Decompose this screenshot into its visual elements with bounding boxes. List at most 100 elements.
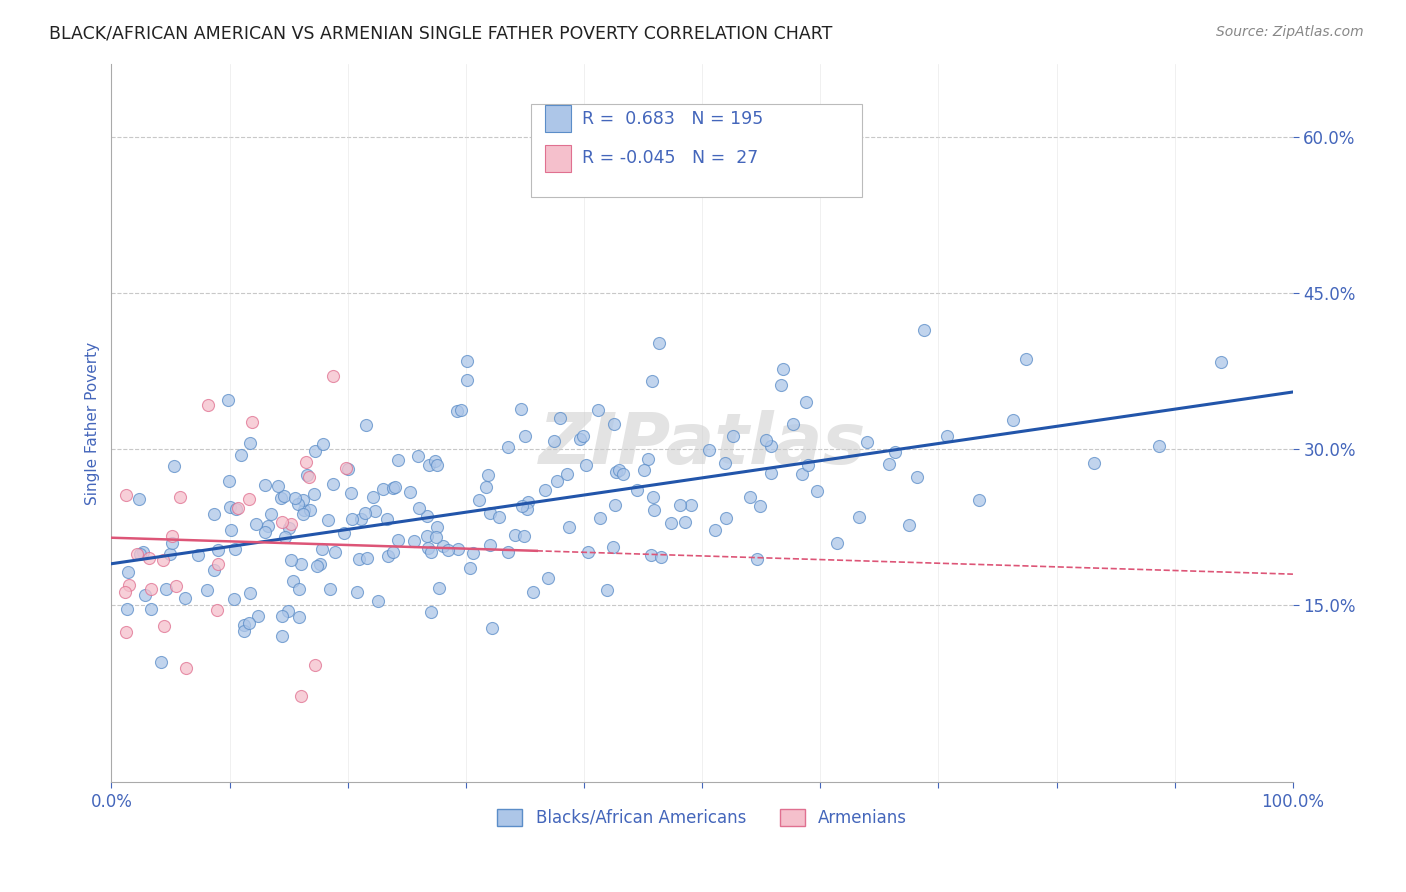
Point [290, 690, 312, 704]
Point [640, 549, 662, 563]
Point [155, 582, 177, 596]
Point [298, 470, 321, 484]
Point [114, 585, 136, 599]
Point [356, 551, 378, 566]
Point [668, 498, 690, 512]
Point [437, 543, 460, 558]
Point [546, 475, 568, 489]
Point [626, 483, 648, 497]
Point [287, 498, 309, 512]
Point [224, 591, 246, 606]
Point [239, 585, 262, 599]
Point [967, 492, 990, 507]
Point [1209, 355, 1232, 369]
Point [607, 463, 630, 477]
Point [304, 657, 326, 672]
Point [340, 486, 363, 500]
Point [233, 624, 256, 639]
Point [650, 550, 672, 565]
Point [643, 490, 665, 504]
Point [659, 516, 682, 530]
Point [534, 483, 557, 497]
Point [280, 553, 302, 567]
Point [612, 467, 634, 481]
Point [336, 462, 359, 476]
Point [361, 491, 384, 505]
Point [605, 465, 627, 479]
Point [239, 436, 262, 450]
Point [117, 578, 139, 592]
Point [288, 582, 311, 596]
Point [354, 418, 377, 433]
Point [134, 589, 156, 603]
Point [132, 545, 155, 559]
Point [281, 574, 304, 588]
Point [537, 571, 560, 585]
Point [284, 491, 307, 506]
Point [138, 550, 160, 565]
Point [419, 545, 441, 559]
Point [755, 434, 778, 448]
Point [375, 512, 398, 526]
Point [238, 615, 260, 630]
Point [571, 429, 593, 443]
Point [312, 437, 335, 451]
Point [498, 545, 520, 559]
Point [274, 530, 297, 544]
Point [387, 533, 409, 547]
Point [447, 542, 470, 557]
Point [304, 444, 326, 458]
Point [1014, 351, 1036, 366]
Point [423, 454, 446, 468]
Point [141, 602, 163, 616]
Point [280, 516, 302, 531]
Point [512, 528, 534, 542]
Point [510, 401, 533, 416]
Point [738, 491, 761, 505]
Text: BLACK/AFRICAN AMERICAN VS ARMENIAN SINGLE FATHER POVERTY CORRELATION CHART: BLACK/AFRICAN AMERICAN VS ARMENIAN SINGL… [49, 25, 832, 43]
Point [377, 549, 399, 563]
FancyBboxPatch shape [546, 105, 571, 132]
Point [481, 621, 503, 635]
Point [335, 461, 357, 475]
Point [406, 449, 429, 463]
Point [128, 547, 150, 561]
Point [346, 585, 368, 599]
Point [195, 583, 218, 598]
Legend: Blacks/African Americans, Armenians: Blacks/African Americans, Armenians [489, 800, 915, 835]
Point [173, 591, 195, 605]
Point [427, 581, 450, 595]
Point [912, 323, 935, 337]
Point [399, 485, 422, 500]
Point [488, 510, 510, 524]
Point [256, 518, 278, 533]
Point [416, 541, 439, 555]
Point [382, 481, 405, 495]
Point [354, 507, 377, 521]
Point [295, 455, 318, 469]
Point [418, 458, 440, 472]
Point [311, 542, 333, 557]
Point [294, 503, 316, 517]
Point [270, 491, 292, 506]
Point [218, 474, 240, 488]
Point [641, 375, 664, 389]
Point [936, 428, 959, 442]
Point [704, 523, 727, 537]
Point [277, 604, 299, 618]
Point [163, 458, 186, 473]
Point [425, 530, 447, 544]
Point [697, 442, 720, 457]
Point [233, 618, 256, 632]
Point [381, 545, 404, 559]
FancyBboxPatch shape [531, 103, 862, 197]
Point [202, 563, 225, 577]
Point [479, 537, 502, 551]
Point [543, 434, 565, 449]
Point [408, 500, 430, 515]
Point [884, 445, 907, 459]
Point [127, 548, 149, 562]
Point [415, 509, 437, 524]
Point [596, 582, 619, 597]
Point [114, 488, 136, 502]
